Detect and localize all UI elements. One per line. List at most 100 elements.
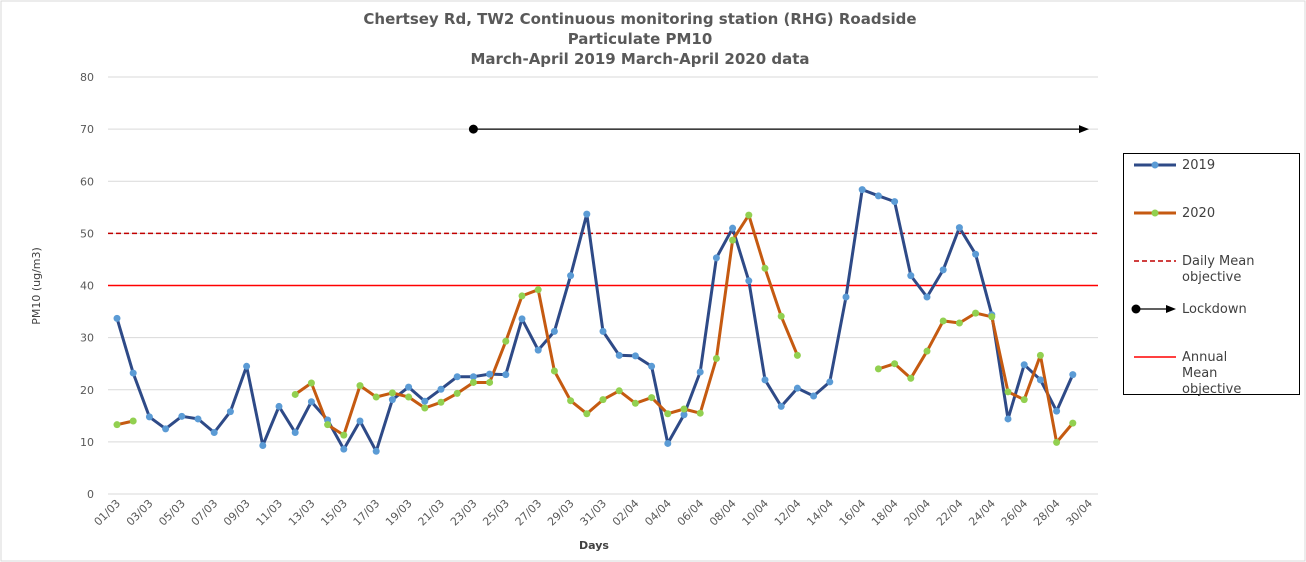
data-point [583, 210, 591, 218]
legend-item: 2020 [1130, 206, 1299, 254]
data-point [615, 351, 623, 359]
legend-symbol [1134, 161, 1176, 169]
data-point [145, 413, 153, 421]
data-point [421, 404, 429, 412]
data-point [729, 236, 737, 244]
chart-title: March-April 2019 March-April 2020 data [470, 50, 809, 68]
y-tick-label: 50 [80, 227, 94, 240]
data-point [356, 382, 364, 390]
lockdown-start [468, 124, 478, 134]
legend-symbol [1134, 260, 1176, 262]
legend-marker [1131, 304, 1141, 314]
data-point [745, 277, 753, 285]
data-point [599, 396, 607, 404]
chart-title: Particulate PM10 [568, 30, 713, 48]
data-point [1036, 376, 1044, 384]
data-point [486, 370, 494, 378]
data-point [113, 421, 121, 429]
data-point [275, 402, 283, 410]
y-axis-title: PM10 (ug/m3) [30, 247, 43, 325]
data-point [486, 378, 494, 386]
data-point [810, 392, 818, 400]
legend-item: 2019 [1130, 158, 1299, 206]
x-tick-label: 13/03 [286, 497, 318, 529]
legend-symbol [1134, 209, 1176, 217]
data-point [405, 393, 413, 401]
data-point [923, 293, 931, 301]
data-point [1069, 371, 1077, 379]
data-point [972, 250, 980, 258]
legend-label: Lockdown [1182, 302, 1247, 317]
x-tick-label: 31/03 [578, 497, 610, 529]
y-tick-label: 20 [80, 384, 94, 397]
legend-item: Daily Mean objective [1130, 254, 1299, 302]
data-point [696, 409, 704, 417]
data-point [648, 362, 656, 370]
data-point [437, 385, 445, 393]
x-tick-label: 15/03 [318, 497, 350, 529]
x-tick-label: 24/04 [966, 497, 998, 529]
data-point [955, 319, 963, 327]
legend-symbol [1131, 304, 1176, 314]
data-point [372, 393, 380, 401]
y-tick-label: 40 [80, 280, 94, 293]
data-point [1004, 415, 1012, 423]
x-tick-label: 18/04 [869, 497, 901, 529]
x-tick-label: 07/03 [189, 497, 221, 529]
x-tick-label: 14/04 [804, 497, 836, 529]
data-point [518, 315, 526, 323]
data-point [923, 347, 931, 355]
data-point [194, 415, 202, 423]
data-point [567, 272, 575, 280]
data-point [307, 379, 315, 387]
data-point [550, 367, 558, 375]
data-point [664, 410, 672, 418]
x-tick-label: 03/03 [124, 497, 156, 529]
data-point [567, 397, 575, 405]
x-tick-label: 12/04 [772, 497, 804, 529]
data-point [1004, 388, 1012, 396]
data-point [761, 264, 769, 272]
x-tick-label: 11/03 [254, 497, 286, 529]
data-point [858, 186, 866, 194]
data-point [955, 224, 963, 232]
x-tick-label: 29/03 [545, 497, 577, 529]
data-point [761, 376, 769, 384]
data-point [664, 439, 672, 447]
data-point [648, 394, 656, 402]
x-tick-label: 08/04 [707, 497, 739, 529]
data-point [939, 317, 947, 325]
x-tick-label: 27/03 [513, 497, 545, 529]
data-point [793, 384, 801, 392]
data-point [324, 421, 332, 429]
data-point [340, 445, 348, 453]
data-point [891, 360, 899, 368]
data-point [907, 374, 915, 382]
data-point [1020, 396, 1028, 404]
x-tick-label: 19/03 [383, 497, 415, 529]
x-tick-label: 06/04 [675, 497, 707, 529]
y-tick-label: 60 [80, 175, 94, 188]
data-point [826, 378, 834, 386]
data-point [243, 362, 251, 370]
data-point [388, 396, 396, 404]
x-axis-title: Days [579, 539, 609, 552]
data-point [307, 398, 315, 406]
x-tick-label: 16/04 [837, 497, 869, 529]
data-point [1036, 351, 1044, 359]
data-point [453, 389, 461, 397]
x-tick-label: 26/04 [999, 497, 1031, 529]
y-tick-label: 70 [80, 123, 94, 136]
x-tick-label: 02/04 [610, 497, 642, 529]
data-point [469, 373, 477, 381]
data-point [518, 292, 526, 300]
data-point [599, 327, 607, 335]
data-point [874, 365, 882, 373]
legend-symbol [1134, 356, 1176, 358]
legend-item: Annual Mean objective [1130, 350, 1299, 398]
x-tick-label: 05/03 [156, 497, 188, 529]
data-point [777, 402, 785, 410]
data-point [972, 309, 980, 317]
chart-title: Chertsey Rd, TW2 Continuous monitoring s… [363, 10, 916, 28]
